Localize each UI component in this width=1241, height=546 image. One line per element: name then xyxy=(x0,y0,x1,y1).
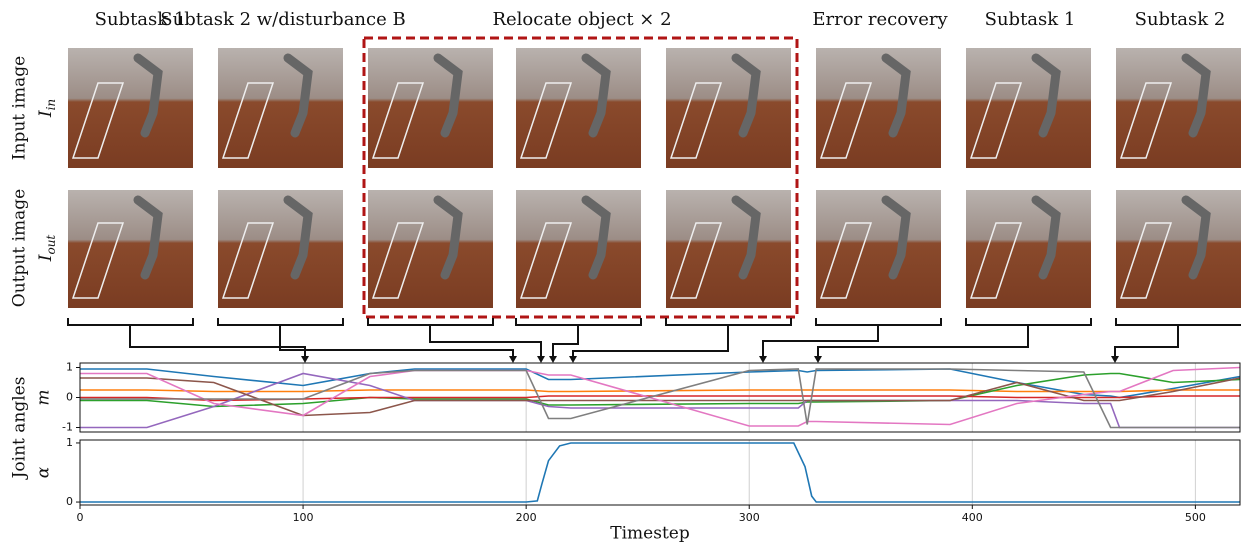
photo xyxy=(68,190,193,308)
photo xyxy=(218,190,343,308)
photo-background xyxy=(368,190,493,308)
row-symbol: Iin xyxy=(36,99,58,118)
photo xyxy=(666,190,791,308)
photo xyxy=(516,190,641,308)
photo-background xyxy=(966,190,1091,308)
row-label: Input image xyxy=(10,56,30,160)
photo-background xyxy=(1116,190,1241,308)
photo xyxy=(1116,48,1241,168)
y-axis-symbol: α xyxy=(34,466,54,478)
photo-background xyxy=(68,190,193,308)
photo xyxy=(666,48,791,168)
photo-background xyxy=(368,48,493,168)
photo xyxy=(816,190,941,308)
x-tick-label: 400 xyxy=(962,511,983,524)
subscript: in xyxy=(44,99,58,111)
data-line xyxy=(80,443,1240,502)
x-tick-label: 0 xyxy=(77,511,84,524)
photo-background xyxy=(516,48,641,168)
column-header: Subtask 1 xyxy=(985,9,1076,30)
x-tick-label: 500 xyxy=(1185,511,1206,524)
photo xyxy=(966,48,1091,168)
y-tick-label: 1 xyxy=(66,361,73,374)
photo xyxy=(368,48,493,168)
photo xyxy=(68,48,193,168)
x-axis-label: Timestep xyxy=(610,524,690,544)
x-tick-label: 100 xyxy=(293,511,314,524)
chart: 0 1 0 100 200 300 400 500 α Timestep xyxy=(34,436,1241,544)
figure: -101Joint anglesm010100200300400500αTime… xyxy=(0,0,1241,546)
column-header: Subtask 2 w/disturbance B xyxy=(160,9,405,30)
photo xyxy=(1116,190,1241,308)
row-symbol: Iout xyxy=(36,235,58,263)
subscript: out xyxy=(44,235,58,255)
x-tick-label: 200 xyxy=(516,511,537,524)
plot-frame xyxy=(80,440,1240,505)
photo-background xyxy=(1116,48,1241,168)
photo-background xyxy=(218,190,343,308)
connectors xyxy=(68,318,1241,363)
photo-grid xyxy=(68,48,1241,308)
photo xyxy=(368,190,493,308)
photo-background xyxy=(666,48,791,168)
photo xyxy=(516,48,641,168)
photo-background xyxy=(68,48,193,168)
photo xyxy=(816,48,941,168)
data-line xyxy=(80,369,1240,398)
photo-background xyxy=(516,190,641,308)
column-header: Error recovery xyxy=(812,9,948,30)
photo xyxy=(966,190,1091,308)
y-axis-symbol: m xyxy=(34,389,54,405)
x-tick-label: 300 xyxy=(739,511,760,524)
photo-background xyxy=(218,48,343,168)
photo-background xyxy=(816,48,941,168)
y-axis-label: Joint angles xyxy=(10,377,30,481)
column-header: Relocate object × 2 xyxy=(492,9,671,30)
y-tick-label: 0 xyxy=(66,495,73,508)
photo-background xyxy=(816,190,941,308)
y-tick-label: 1 xyxy=(66,436,73,449)
photo xyxy=(218,48,343,168)
photo-background xyxy=(666,190,791,308)
y-tick-label: -1 xyxy=(62,421,73,434)
column-header: Subtask 2 xyxy=(1135,9,1226,30)
row-label: Output image xyxy=(10,189,30,307)
y-tick-label: 0 xyxy=(66,391,73,404)
photo-background xyxy=(966,48,1091,168)
